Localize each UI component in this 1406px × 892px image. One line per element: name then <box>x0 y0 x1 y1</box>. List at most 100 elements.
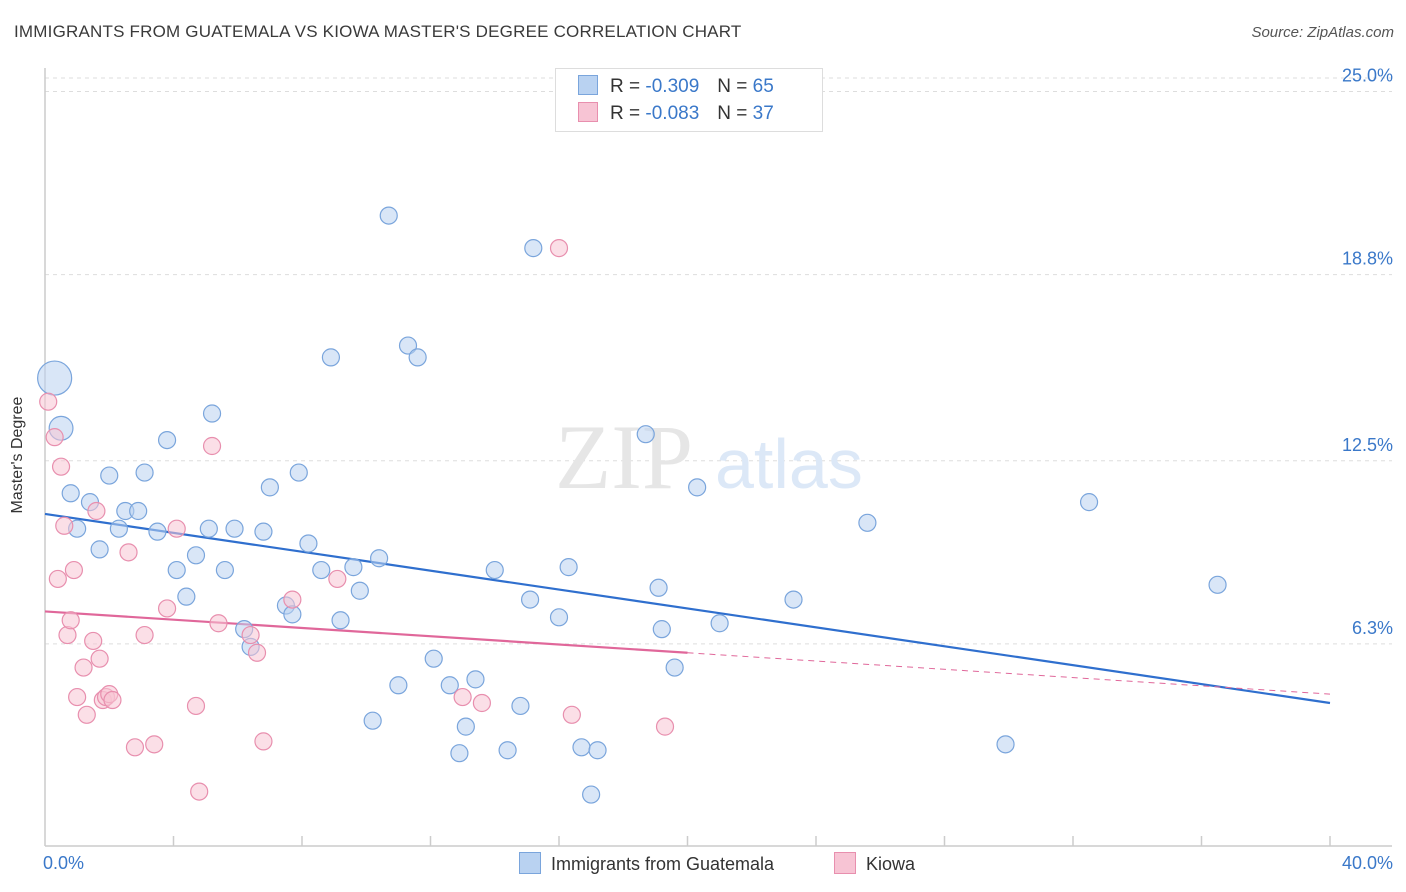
data-point-kiowa <box>247 643 267 662</box>
data-point-guatemala <box>167 560 186 580</box>
y-tick-label: 18.8% <box>1342 249 1393 269</box>
data-point-guatemala <box>370 549 389 568</box>
legend-swatch-blue <box>578 75 598 95</box>
data-point-guatemala <box>636 425 655 444</box>
data-point-kiowa <box>190 782 209 801</box>
data-point-guatemala <box>665 658 684 677</box>
data-point-guatemala <box>157 430 177 450</box>
data-point-guatemala <box>710 614 729 633</box>
trend-lines <box>44 512 1331 705</box>
data-point-guatemala <box>321 348 341 367</box>
data-point-kiowa <box>209 614 228 633</box>
data-point-guatemala <box>148 522 167 541</box>
data-point-kiowa <box>145 735 164 754</box>
data-point-guatemala <box>389 676 408 695</box>
data-point-guatemala <box>37 360 73 396</box>
data-point-guatemala <box>784 590 803 609</box>
data-point-guatemala <box>649 578 668 597</box>
data-point-guatemala <box>260 478 279 497</box>
legend-r-value: -0.083 <box>645 103 700 124</box>
data-point-kiowa <box>61 611 80 630</box>
data-point-guatemala <box>424 649 443 668</box>
data-point-guatemala <box>344 558 363 577</box>
data-point-kiowa <box>254 732 273 751</box>
data-point-guatemala <box>312 560 331 580</box>
data-point-guatemala <box>485 560 504 580</box>
x-tick-label: 0.0% <box>43 853 84 873</box>
series-legend-guatemala: Immigrants from Guatemala <box>519 852 774 875</box>
legend-swatch-pink <box>578 102 598 122</box>
data-point-guatemala <box>202 404 222 423</box>
legend-n-value: 65 <box>752 76 774 97</box>
data-point-guatemala <box>858 513 877 532</box>
data-point-guatemala <box>331 611 350 630</box>
data-point-kiowa <box>119 543 138 562</box>
data-point-guatemala <box>129 501 148 521</box>
data-point-kiowa <box>241 625 260 645</box>
legend-row-kiowa: R = -0.083 N = 37 <box>578 102 774 126</box>
y-tick-label: 12.5% <box>1342 435 1393 455</box>
tick-labels: 6.3% 12.5% 18.8% 25.0% 0.0% 40.0% <box>43 66 1393 873</box>
data-point-kiowa <box>103 690 122 710</box>
data-point-kiowa <box>77 705 96 724</box>
data-point-guatemala <box>996 735 1015 754</box>
data-point-guatemala <box>350 581 369 600</box>
data-point-kiowa <box>84 631 103 651</box>
data-point-guatemala <box>299 534 318 553</box>
series-swatch-pink <box>834 852 856 874</box>
data-point-kiowa <box>472 693 491 713</box>
data-point-kiowa <box>549 238 569 258</box>
data-point-guatemala <box>135 463 154 482</box>
series-name-guatemala: Immigrants from Guatemala <box>551 854 775 874</box>
data-point-guatemala <box>215 560 234 580</box>
stats-legend: R = -0.309 N = 65 R = -0.083 N = 37 <box>555 68 823 132</box>
data-point-guatemala <box>186 546 206 565</box>
data-point-kiowa <box>90 649 109 668</box>
data-point-guatemala <box>466 670 485 689</box>
data-point-guatemala <box>61 484 80 503</box>
data-point-kiowa <box>48 569 67 589</box>
legend-n-label: N = <box>717 103 748 124</box>
data-point-guatemala <box>572 738 591 757</box>
trend-line-kiowa-extension <box>687 652 1331 695</box>
data-point-kiowa <box>125 738 145 757</box>
legend-r-label: R = <box>610 103 641 124</box>
data-point-guatemala <box>254 522 273 541</box>
data-point-guatemala <box>652 620 671 639</box>
data-point-guatemala <box>363 711 382 730</box>
data-point-guatemala <box>688 478 707 497</box>
data-point-kiowa <box>283 590 302 609</box>
legend-row-guatemala: R = -0.309 N = 65 <box>578 75 774 99</box>
data-point-kiowa <box>87 501 106 521</box>
data-point-kiowa <box>45 428 64 447</box>
data-point-guatemala <box>549 608 569 627</box>
data-point-kiowa <box>39 392 58 411</box>
data-point-kiowa <box>167 519 186 538</box>
legend-n-value: 37 <box>752 103 774 124</box>
axes <box>44 68 1392 847</box>
legend-r-value: -0.309 <box>645 76 700 97</box>
data-point-guatemala <box>398 336 418 355</box>
watermark-atlas: atlas <box>715 425 863 503</box>
legend-r-label: R = <box>610 76 641 97</box>
data-point-guatemala <box>450 744 469 763</box>
series-legend-kiowa: Kiowa <box>834 852 915 875</box>
data-point-guatemala <box>524 238 543 258</box>
data-point-kiowa <box>655 717 675 736</box>
data-points <box>37 206 1227 804</box>
x-tick-label: 40.0% <box>1342 853 1393 873</box>
data-point-guatemala <box>559 558 578 577</box>
series-name-kiowa: Kiowa <box>866 854 916 874</box>
data-point-guatemala <box>109 519 128 538</box>
data-point-kiowa <box>157 599 177 618</box>
data-point-guatemala <box>177 587 196 606</box>
data-point-guatemala <box>90 540 109 559</box>
data-point-guatemala <box>1208 575 1227 594</box>
trend-line-guatemala <box>44 512 1331 705</box>
data-point-kiowa <box>328 569 347 589</box>
data-point-guatemala <box>100 466 119 485</box>
data-point-kiowa <box>453 687 472 707</box>
data-point-guatemala <box>582 785 601 804</box>
data-point-guatemala <box>379 206 398 225</box>
chart-title: IMMIGRANTS FROM GUATEMALA VS KIOWA MASTE… <box>14 22 742 41</box>
